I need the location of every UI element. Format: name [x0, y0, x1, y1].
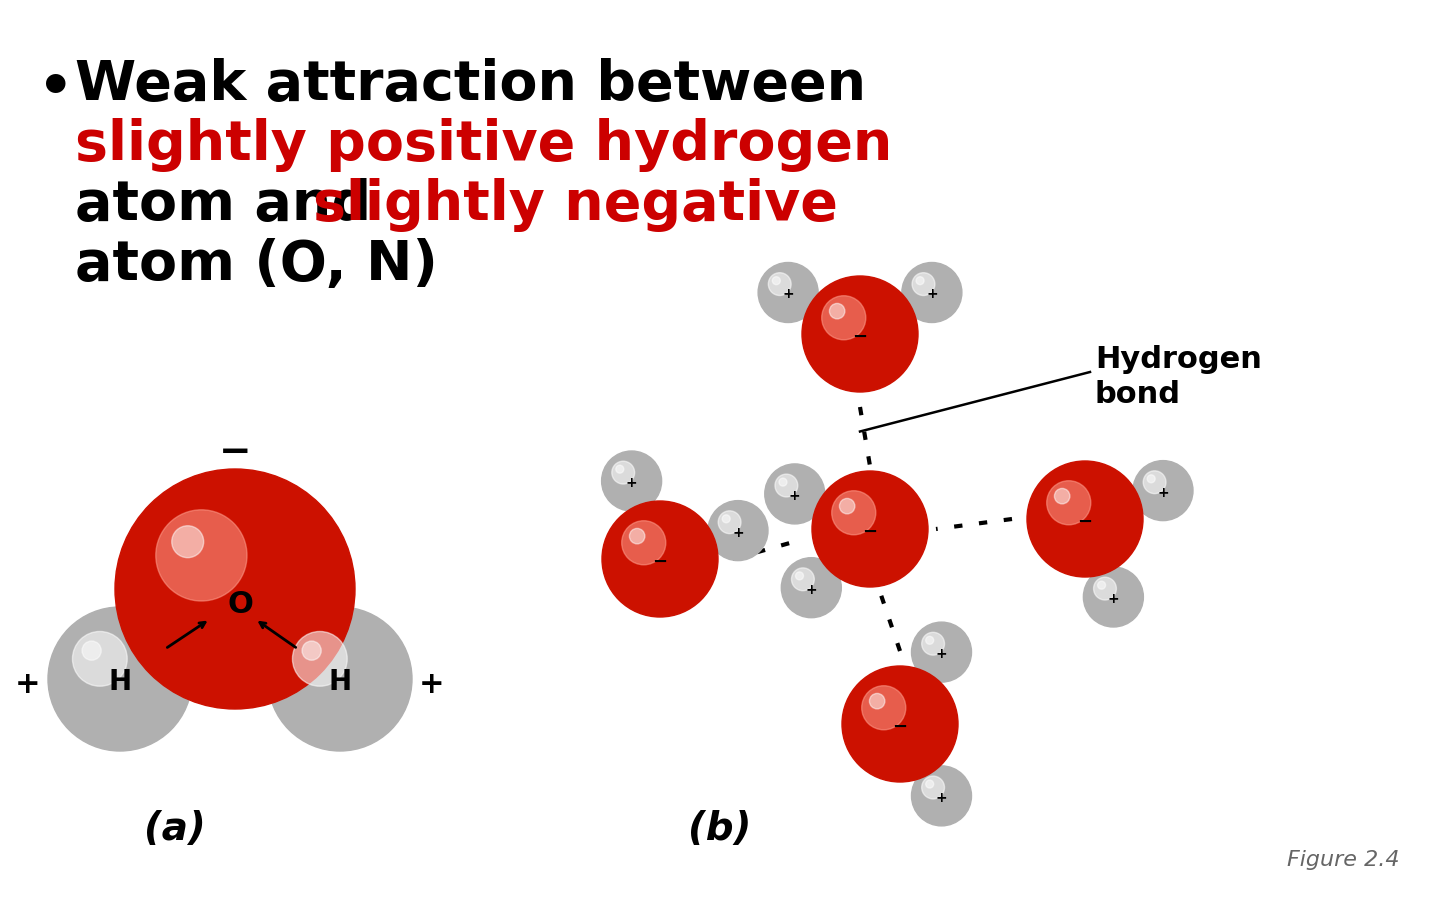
Text: +: + — [805, 582, 816, 596]
Text: +: + — [789, 489, 801, 502]
Circle shape — [708, 501, 768, 561]
Circle shape — [840, 498, 855, 515]
Circle shape — [72, 632, 127, 686]
Circle shape — [765, 464, 825, 525]
Text: slightly negative: slightly negative — [312, 178, 838, 232]
Circle shape — [612, 461, 635, 485]
Circle shape — [822, 296, 865, 340]
Text: Hydrogen: Hydrogen — [1094, 345, 1261, 374]
Circle shape — [1047, 481, 1090, 526]
Circle shape — [912, 274, 935, 296]
Circle shape — [926, 780, 933, 788]
Circle shape — [922, 633, 945, 656]
Circle shape — [792, 568, 814, 591]
Circle shape — [912, 622, 972, 683]
Circle shape — [779, 479, 786, 487]
Text: +: + — [926, 287, 937, 302]
Circle shape — [901, 263, 962, 323]
Circle shape — [156, 510, 248, 601]
Circle shape — [719, 511, 742, 534]
Circle shape — [602, 452, 661, 511]
Text: (a): (a) — [144, 809, 206, 847]
Text: +: + — [732, 525, 744, 539]
Circle shape — [1133, 461, 1192, 521]
Circle shape — [829, 304, 845, 320]
Circle shape — [861, 686, 906, 730]
Circle shape — [812, 471, 927, 587]
Text: −: − — [863, 523, 877, 540]
Circle shape — [922, 777, 945, 799]
Circle shape — [1143, 471, 1166, 494]
Text: +: + — [936, 647, 948, 660]
Circle shape — [268, 608, 412, 751]
Circle shape — [1097, 582, 1106, 590]
Text: +: + — [936, 790, 948, 804]
Circle shape — [1027, 461, 1143, 577]
Circle shape — [802, 276, 917, 393]
Circle shape — [912, 766, 972, 826]
Text: +: + — [419, 670, 445, 699]
Circle shape — [629, 529, 645, 545]
Text: +: + — [1107, 591, 1119, 605]
Text: H: H — [328, 667, 351, 695]
Circle shape — [782, 558, 841, 618]
Text: atom (O, N): atom (O, N) — [75, 237, 438, 292]
Circle shape — [769, 274, 791, 296]
Text: atom and: atom and — [75, 178, 390, 232]
Text: (b): (b) — [688, 809, 752, 847]
Circle shape — [292, 632, 347, 686]
Circle shape — [115, 470, 356, 709]
Text: Figure 2.4: Figure 2.4 — [1287, 849, 1400, 869]
Circle shape — [772, 277, 780, 285]
Circle shape — [926, 637, 933, 645]
Circle shape — [171, 526, 203, 558]
Circle shape — [870, 694, 884, 709]
Circle shape — [602, 501, 719, 618]
Text: •: • — [37, 62, 73, 116]
Circle shape — [775, 475, 798, 498]
Circle shape — [1093, 578, 1116, 600]
Circle shape — [757, 263, 818, 323]
Circle shape — [1083, 567, 1143, 628]
Circle shape — [1148, 475, 1155, 483]
Circle shape — [842, 666, 958, 782]
Circle shape — [832, 491, 876, 535]
Text: +: + — [782, 287, 793, 302]
Text: −: − — [652, 553, 668, 571]
Text: +: + — [16, 670, 40, 699]
Text: Weak attraction between: Weak attraction between — [75, 58, 865, 112]
Circle shape — [1054, 489, 1070, 504]
Circle shape — [82, 641, 101, 660]
Text: +: + — [626, 476, 638, 489]
Circle shape — [723, 516, 730, 523]
Circle shape — [302, 641, 321, 660]
Text: −: − — [852, 328, 867, 346]
Text: bond: bond — [1094, 379, 1181, 408]
Text: +: + — [1158, 485, 1169, 499]
Text: −: − — [893, 717, 907, 735]
Text: −: − — [219, 433, 252, 470]
Circle shape — [622, 521, 665, 565]
Circle shape — [795, 573, 804, 581]
Text: −: − — [1077, 512, 1093, 530]
Circle shape — [48, 608, 192, 751]
Text: O: O — [228, 590, 253, 619]
Circle shape — [916, 277, 924, 285]
Text: H: H — [108, 667, 131, 695]
Circle shape — [616, 466, 624, 474]
Text: slightly positive hydrogen: slightly positive hydrogen — [75, 118, 893, 172]
